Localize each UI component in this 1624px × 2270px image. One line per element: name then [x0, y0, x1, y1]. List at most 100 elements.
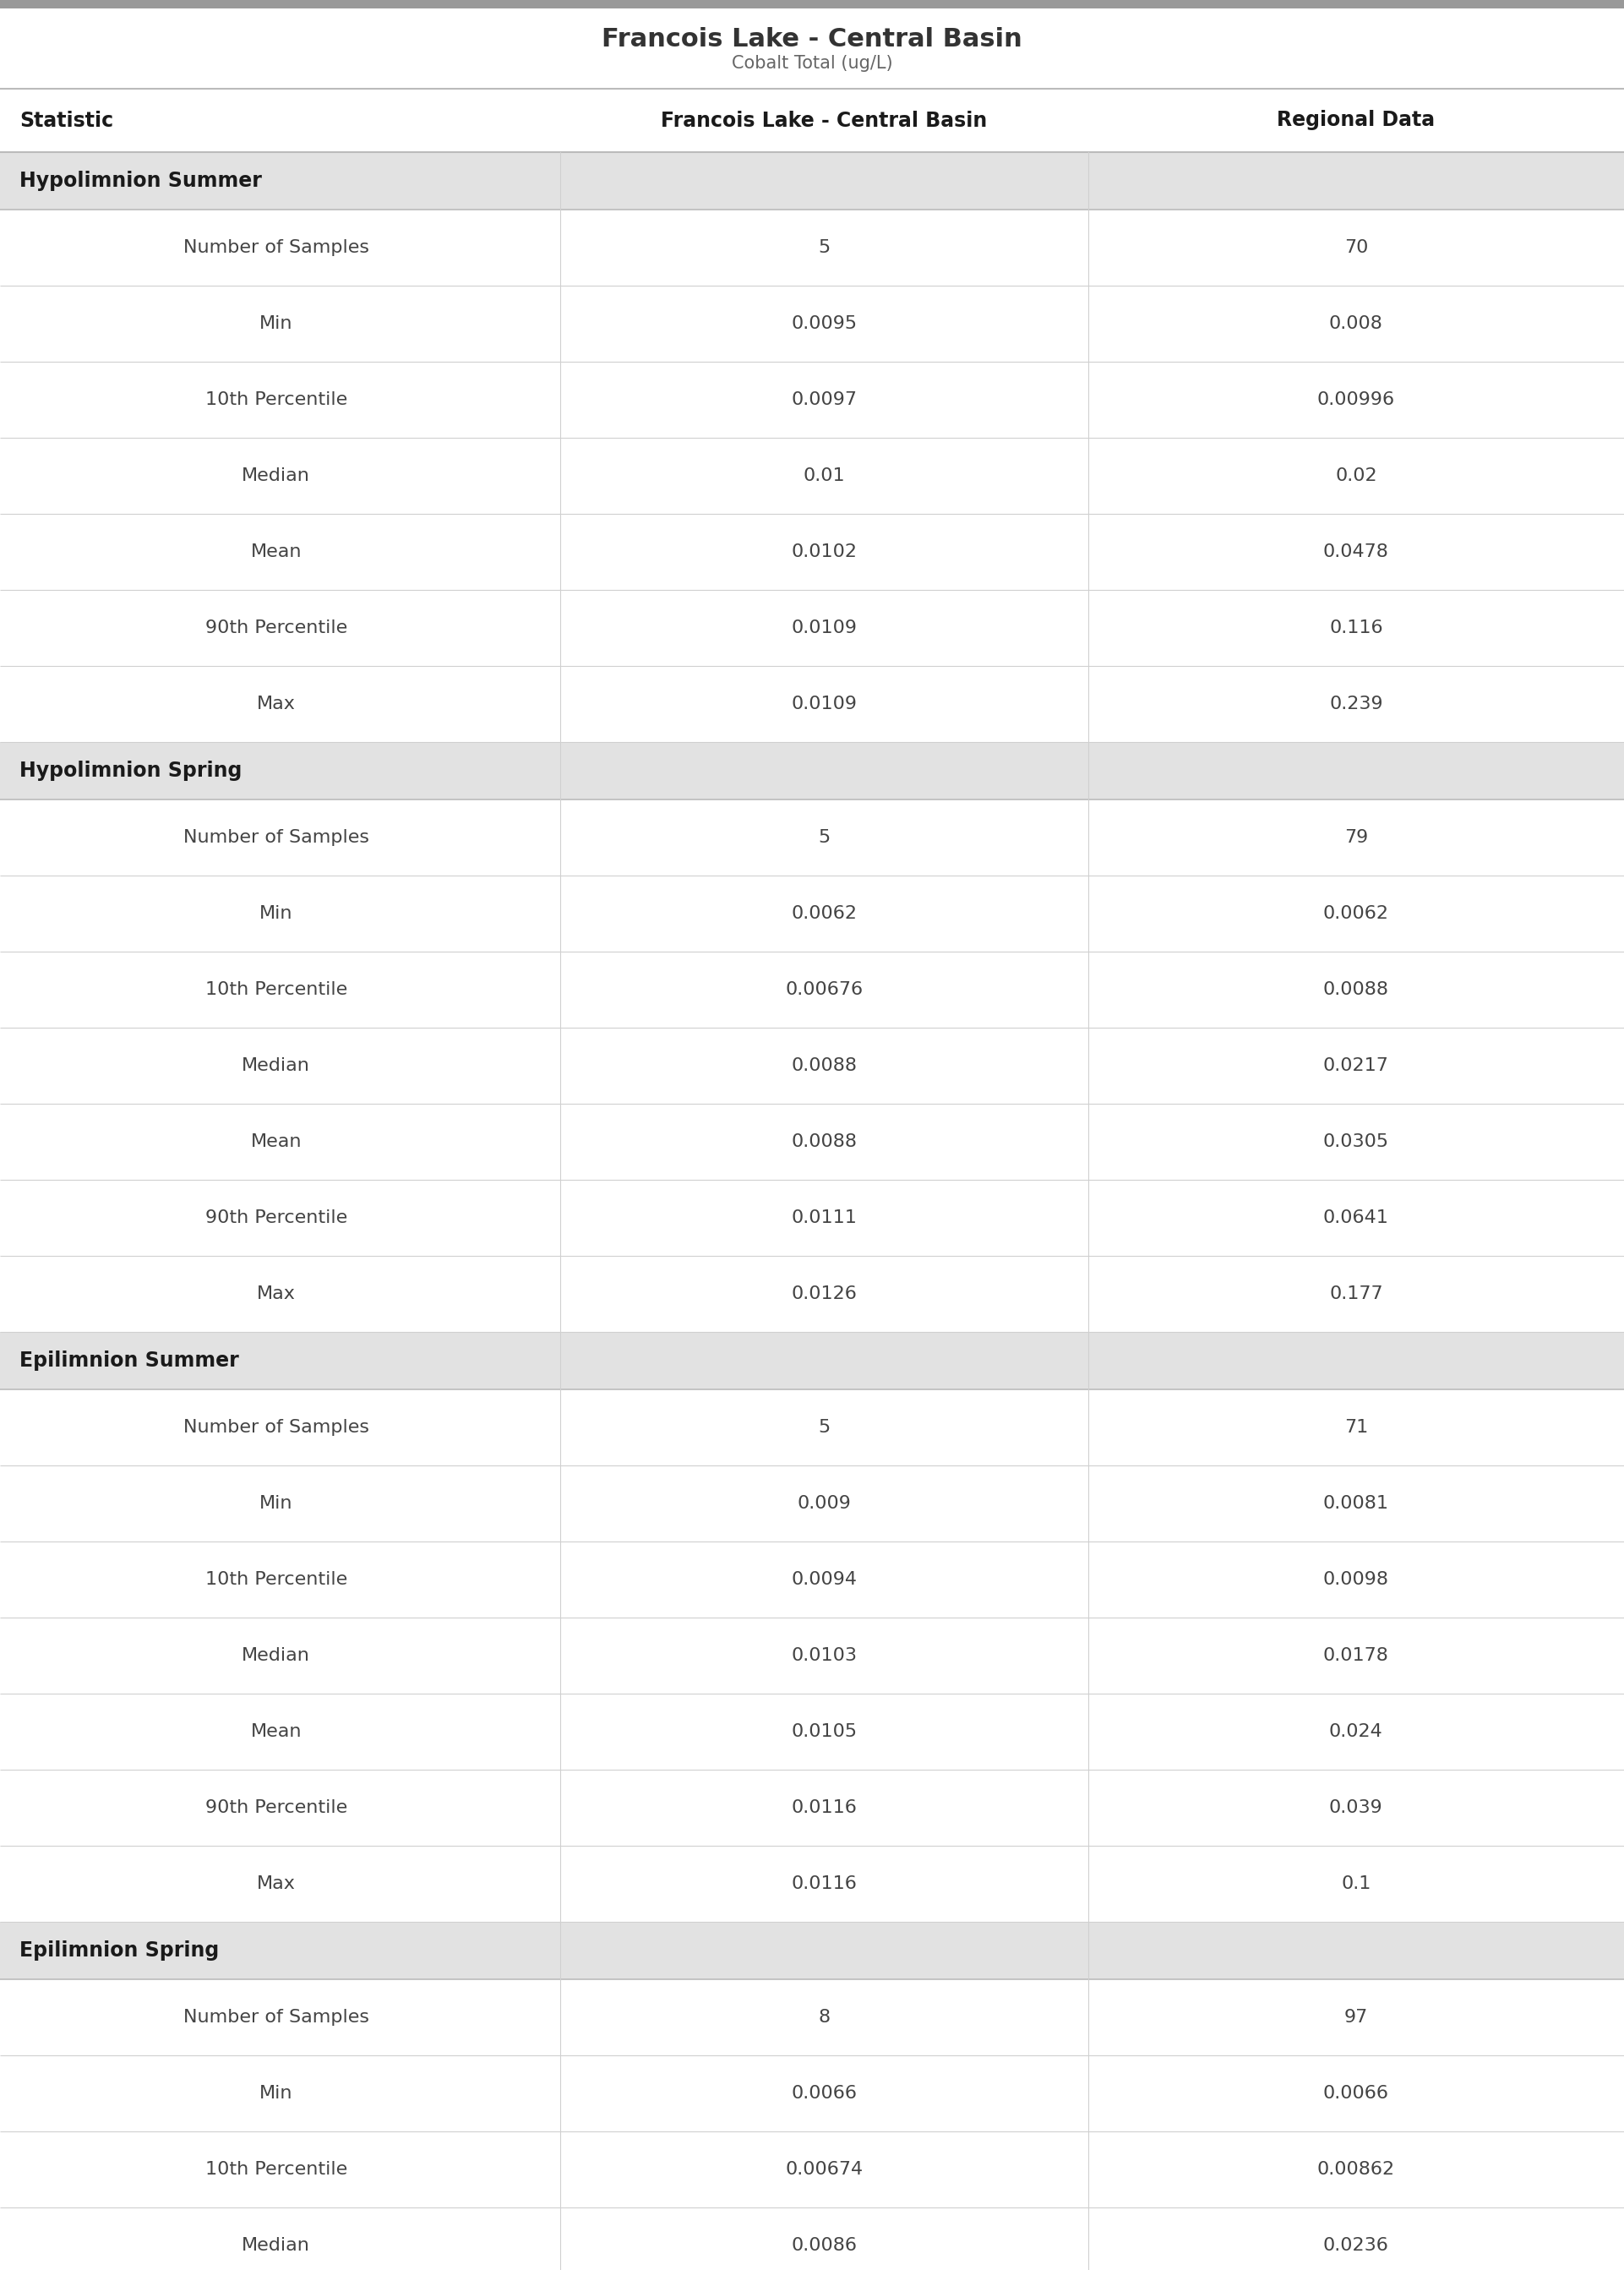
Text: Francois Lake - Central Basin: Francois Lake - Central Basin — [661, 111, 987, 132]
Text: Min: Min — [260, 2084, 292, 2102]
Bar — [0, 1466, 1624, 1541]
Bar — [0, 1923, 1624, 1979]
Text: 71: 71 — [1345, 1419, 1367, 1437]
Bar — [0, 209, 1624, 286]
Text: 0.0126: 0.0126 — [791, 1285, 857, 1303]
Text: Statistic: Statistic — [19, 111, 114, 132]
Text: Median: Median — [242, 2236, 310, 2254]
Text: 10th Percentile: 10th Percentile — [205, 2161, 348, 2177]
Text: 0.008: 0.008 — [1328, 316, 1384, 331]
Text: 0.0094: 0.0094 — [791, 1571, 857, 1589]
Text: 5: 5 — [818, 1419, 830, 1437]
Text: 5: 5 — [818, 829, 830, 847]
Text: 97: 97 — [1345, 2009, 1367, 2025]
Text: 0.0217: 0.0217 — [1324, 1058, 1389, 1074]
Text: 0.1: 0.1 — [1341, 1875, 1371, 1893]
Text: 0.0088: 0.0088 — [791, 1058, 857, 1074]
Bar — [0, 2206, 1624, 2270]
Text: 0.0641: 0.0641 — [1324, 1210, 1389, 1226]
Text: 0.02: 0.02 — [1335, 468, 1377, 484]
Text: 0.0305: 0.0305 — [1324, 1133, 1389, 1151]
Bar — [0, 1180, 1624, 1255]
Text: 0.009: 0.009 — [797, 1496, 851, 1512]
Text: Median: Median — [242, 468, 310, 484]
Bar — [0, 1541, 1624, 1619]
Bar — [0, 0, 1624, 9]
Bar — [0, 2132, 1624, 2206]
Bar — [0, 665, 1624, 742]
Bar — [0, 1771, 1624, 1846]
Text: 0.0062: 0.0062 — [791, 906, 857, 922]
Text: 0.0478: 0.0478 — [1324, 543, 1389, 561]
Bar — [0, 2054, 1624, 2132]
Text: Hypolimnion Spring: Hypolimnion Spring — [19, 760, 242, 781]
Text: 0.00676: 0.00676 — [786, 981, 862, 999]
Text: 0.0097: 0.0097 — [791, 390, 857, 409]
Bar — [0, 1693, 1624, 1771]
Text: 0.0116: 0.0116 — [791, 1800, 857, 1816]
Bar — [0, 152, 1624, 209]
Text: Mean: Mean — [250, 543, 302, 561]
Bar — [0, 1389, 1624, 1466]
Text: Cobalt Total (ug/L): Cobalt Total (ug/L) — [731, 54, 893, 70]
Text: 0.0102: 0.0102 — [791, 543, 857, 561]
Text: 0.024: 0.024 — [1328, 1723, 1384, 1741]
Bar — [0, 361, 1624, 438]
Text: 0.0109: 0.0109 — [791, 620, 857, 636]
Bar — [0, 1619, 1624, 1693]
Text: Median: Median — [242, 1058, 310, 1074]
Text: 10th Percentile: 10th Percentile — [205, 1571, 348, 1589]
Text: Max: Max — [257, 1285, 296, 1303]
Text: 0.00996: 0.00996 — [1317, 390, 1395, 409]
Text: 0.0081: 0.0081 — [1324, 1496, 1389, 1512]
Text: 10th Percentile: 10th Percentile — [205, 981, 348, 999]
Text: 0.0103: 0.0103 — [791, 1648, 857, 1664]
Text: Number of Samples: Number of Samples — [184, 1419, 369, 1437]
Bar — [0, 1028, 1624, 1103]
Text: 79: 79 — [1345, 829, 1367, 847]
Text: 0.0086: 0.0086 — [791, 2236, 857, 2254]
Text: Mean: Mean — [250, 1133, 302, 1151]
Bar — [0, 286, 1624, 361]
Bar — [0, 799, 1624, 876]
Bar — [0, 513, 1624, 590]
Text: Max: Max — [257, 695, 296, 713]
Bar — [0, 1103, 1624, 1180]
Text: Min: Min — [260, 316, 292, 331]
Text: 0.0109: 0.0109 — [791, 695, 857, 713]
Text: 10th Percentile: 10th Percentile — [205, 390, 348, 409]
Text: 0.177: 0.177 — [1328, 1285, 1384, 1303]
Text: Regional Data: Regional Data — [1276, 111, 1436, 132]
Text: 0.0062: 0.0062 — [1324, 906, 1389, 922]
Text: 70: 70 — [1345, 238, 1367, 257]
Text: 0.0095: 0.0095 — [791, 316, 857, 331]
Text: 90th Percentile: 90th Percentile — [205, 1800, 348, 1816]
Text: 0.0066: 0.0066 — [791, 2084, 857, 2102]
Text: Max: Max — [257, 1875, 296, 1893]
Text: Epilimnion Spring: Epilimnion Spring — [19, 1941, 219, 1961]
Bar — [0, 590, 1624, 665]
Text: Number of Samples: Number of Samples — [184, 829, 369, 847]
Text: Epilimnion Summer: Epilimnion Summer — [19, 1351, 239, 1371]
Text: 0.0116: 0.0116 — [791, 1875, 857, 1893]
Text: 0.01: 0.01 — [804, 468, 844, 484]
Bar — [0, 876, 1624, 951]
Text: 0.00862: 0.00862 — [1317, 2161, 1395, 2177]
Text: 0.0105: 0.0105 — [791, 1723, 857, 1741]
Bar — [0, 1846, 1624, 1923]
Bar — [0, 742, 1624, 799]
Text: Mean: Mean — [250, 1723, 302, 1741]
Text: 0.0111: 0.0111 — [791, 1210, 857, 1226]
Text: Min: Min — [260, 1496, 292, 1512]
Text: 0.00674: 0.00674 — [786, 2161, 862, 2177]
Text: 5: 5 — [818, 238, 830, 257]
Text: 0.116: 0.116 — [1328, 620, 1384, 636]
Bar — [0, 1979, 1624, 2054]
Text: Min: Min — [260, 906, 292, 922]
Text: Number of Samples: Number of Samples — [184, 238, 369, 257]
Text: 0.039: 0.039 — [1328, 1800, 1384, 1816]
Text: 0.0088: 0.0088 — [1324, 981, 1389, 999]
Text: 90th Percentile: 90th Percentile — [205, 620, 348, 636]
Text: Number of Samples: Number of Samples — [184, 2009, 369, 2025]
Text: 0.0088: 0.0088 — [791, 1133, 857, 1151]
